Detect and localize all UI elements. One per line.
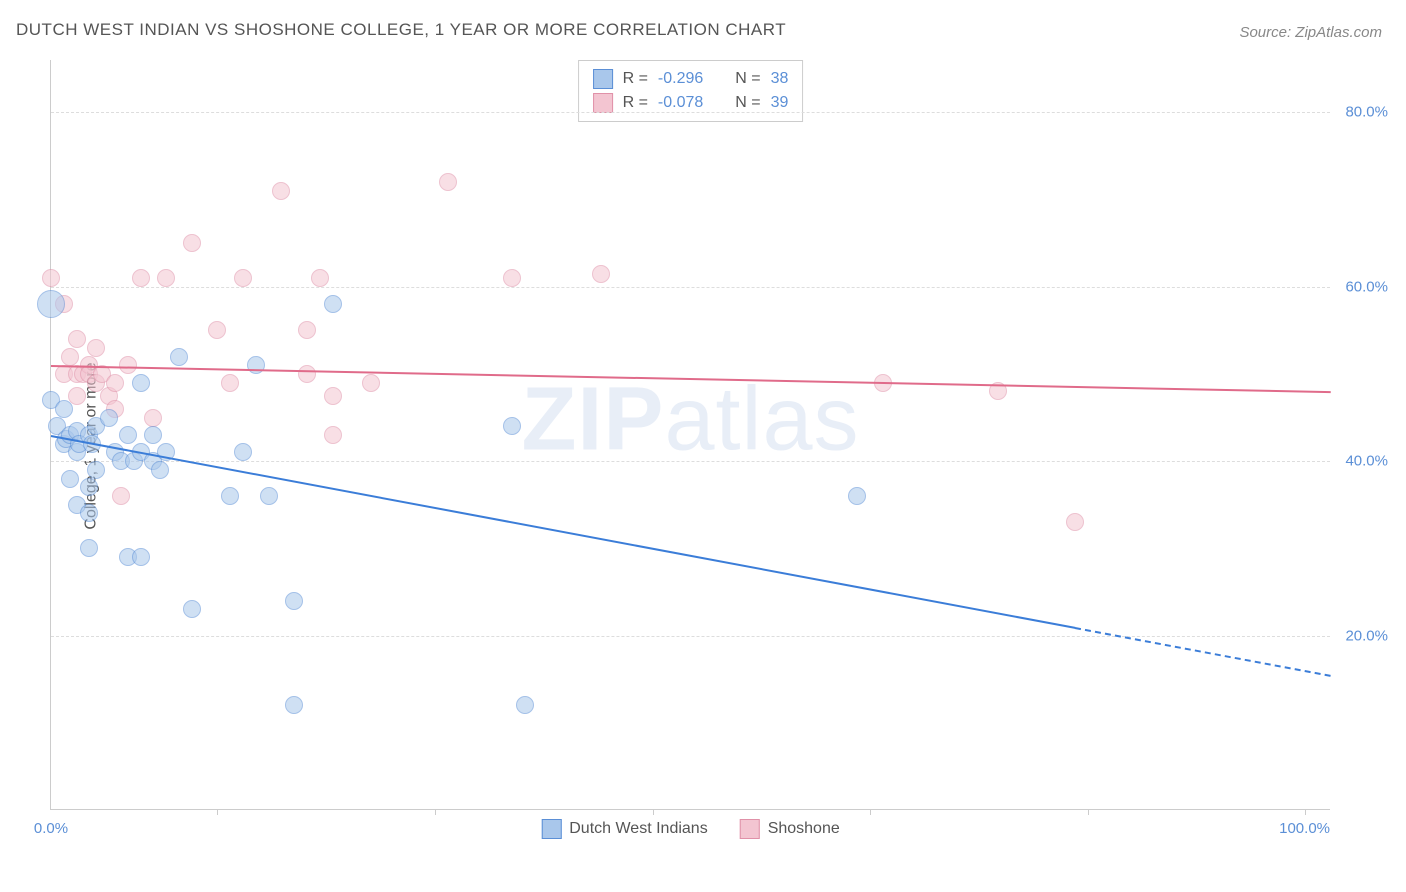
x-axis-end-label: 100.0% [1279,820,1330,837]
data-point [80,539,98,557]
data-point [87,461,105,479]
gridline [51,636,1330,637]
legend-swatch [541,819,561,839]
x-tick-mark [217,809,218,815]
data-point [221,487,239,505]
data-point [285,696,303,714]
data-point [1066,513,1084,531]
data-point [144,409,162,427]
n-label: N = [735,70,760,88]
n-value: 38 [771,70,789,88]
data-point [100,409,118,427]
n-label: N = [735,94,760,112]
x-tick-mark [1305,809,1306,815]
data-point [503,417,521,435]
data-point [285,592,303,610]
y-tick-label: 40.0% [1345,453,1388,470]
r-value: -0.078 [658,94,703,112]
data-point [260,487,278,505]
data-point [324,387,342,405]
data-point [848,487,866,505]
series-legend: Dutch West Indians Shoshone [541,819,840,839]
data-point [119,356,137,374]
y-tick-label: 80.0% [1345,104,1388,121]
data-point [132,269,150,287]
data-point [234,269,252,287]
r-label: R = [623,94,648,112]
series-swatch [593,93,613,113]
legend-item: Shoshone [740,819,840,839]
data-point [68,330,86,348]
data-point [106,374,124,392]
plot-area: ZIPatlas R =-0.296N =38R =-0.078N =39 Du… [50,60,1330,810]
source-attribution: Source: ZipAtlas.com [1239,24,1382,41]
data-point [80,478,98,496]
y-tick-label: 60.0% [1345,278,1388,295]
data-point [298,321,316,339]
stats-row: R = -0.296 N = 38 [593,67,789,91]
data-point [61,470,79,488]
data-point [439,173,457,191]
n-value: 39 [771,94,789,112]
data-point [247,356,265,374]
x-tick-mark [653,809,654,815]
data-point [132,548,150,566]
x-tick-mark [870,809,871,815]
data-point [170,348,188,366]
data-point [362,374,380,392]
data-point [61,348,79,366]
x-tick-mark [1088,809,1089,815]
data-point [87,339,105,357]
data-point [324,426,342,444]
data-point [55,400,73,418]
regression-line [51,365,1331,393]
data-point [157,269,175,287]
x-axis-start-label: 0.0% [34,820,68,837]
data-point [592,265,610,283]
watermark: ZIPatlas [521,368,859,471]
data-point [208,321,226,339]
data-point [311,269,329,287]
data-point [324,295,342,313]
legend-label: Dutch West Indians [569,820,707,838]
data-point [37,290,65,318]
r-value: -0.296 [658,70,703,88]
data-point [183,600,201,618]
legend-label: Shoshone [768,820,840,838]
data-point [272,182,290,200]
data-point [80,504,98,522]
legend-swatch [740,819,760,839]
data-point [516,696,534,714]
x-tick-mark [435,809,436,815]
series-swatch [593,69,613,89]
data-point [119,426,137,444]
data-point [183,234,201,252]
data-point [42,269,60,287]
r-label: R = [623,70,648,88]
gridline [51,112,1330,113]
data-point [298,365,316,383]
legend-item: Dutch West Indians [541,819,707,839]
data-point [221,374,239,392]
regression-line [51,435,1075,629]
data-point [151,461,169,479]
data-point [144,426,162,444]
y-tick-label: 20.0% [1345,627,1388,644]
regression-line [1075,627,1331,677]
data-point [132,374,150,392]
data-point [503,269,521,287]
chart-container: DUTCH WEST INDIAN VS SHOSHONE COLLEGE, 1… [0,0,1406,892]
chart-title: DUTCH WEST INDIAN VS SHOSHONE COLLEGE, 1… [16,20,786,40]
watermark-bold: ZIP [521,369,664,469]
data-point [112,487,130,505]
watermark-light: atlas [664,369,859,469]
data-point [234,443,252,461]
